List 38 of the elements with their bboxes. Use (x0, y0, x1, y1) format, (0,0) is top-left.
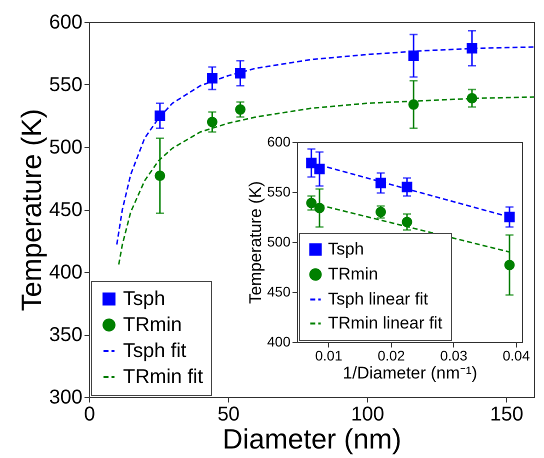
x-tick-label: 100 (350, 404, 384, 426)
y-axis-title: Temperature (K) (246, 181, 266, 304)
point (235, 104, 246, 115)
legend-label: Tsph (328, 240, 364, 258)
point (306, 198, 317, 208)
y-tick-label: 350 (49, 324, 82, 346)
x-tick-label: 0 (84, 404, 96, 426)
x-tick-label: 0.04 (502, 348, 530, 364)
y-tick-label: 500 (49, 136, 82, 158)
y-tick-label: 300 (49, 386, 82, 408)
point (154, 170, 166, 181)
x-tick-label: 150 (490, 404, 524, 426)
y-tick-label: 400 (267, 334, 291, 350)
legend-label: Tsph linear fit (328, 290, 428, 308)
legend-label: TRmin (123, 314, 182, 336)
point (402, 216, 412, 228)
legend-label: Tsph fit (123, 340, 187, 362)
y-tick-label: 600 (267, 134, 291, 150)
y-tick-label: 500 (267, 234, 291, 250)
x-tick-label: 0.01 (315, 348, 343, 364)
legend-label: TRmin linear fit (328, 314, 443, 332)
legend-label: Tsph (123, 288, 166, 310)
x-tick-label: 0.02 (378, 348, 406, 364)
y-axis-title: Temperature (K) (16, 108, 48, 312)
y-tick-label: 450 (49, 199, 82, 221)
y-tick-label: 550 (49, 74, 82, 96)
y-tick-label: 600 (49, 12, 82, 34)
point (504, 260, 515, 270)
legend-label: TRmin fit (123, 366, 204, 388)
point (206, 116, 218, 128)
y-tick-label: 450 (267, 284, 291, 300)
x-tick-label: 50 (217, 404, 240, 426)
x-axis-title: Diameter (nm) (222, 424, 402, 454)
y-tick-label: 400 (49, 262, 82, 284)
y-tick-label: 550 (267, 184, 291, 200)
x-axis-title: 1/Diameter (nm⁻¹) (342, 364, 478, 382)
legend-label: TRmin (328, 264, 378, 284)
x-tick-label: 0.03 (440, 348, 468, 364)
